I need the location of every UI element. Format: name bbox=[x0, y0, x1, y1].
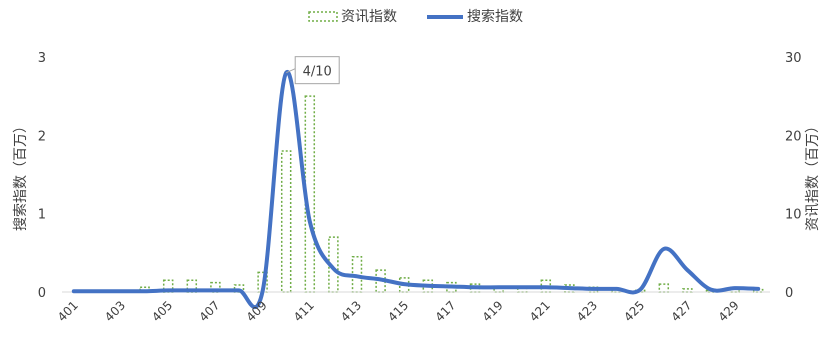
annotation: 4/10 bbox=[285, 56, 340, 85]
x-tick-label: 411 bbox=[291, 298, 317, 324]
x-tick-label: 421 bbox=[527, 298, 553, 324]
y-right-tick-label: 10 bbox=[785, 208, 802, 223]
x-tick-label: 425 bbox=[621, 298, 647, 324]
x-tick-labels: 401 403 405 407 409 411 413 415 417 419 421 423 425 4… bbox=[55, 298, 742, 324]
x-tick-label: 401 bbox=[55, 298, 81, 324]
x-tick-label: 417 bbox=[432, 298, 458, 324]
y-left-axis-label: 搜索指数（百万） bbox=[12, 119, 29, 231]
news-index-bar bbox=[280, 150, 292, 293]
x-tick-label: 413 bbox=[338, 298, 364, 324]
x-tick-label: 423 bbox=[574, 298, 600, 324]
y-left-tick-label: 1 bbox=[38, 208, 46, 223]
annotation-box bbox=[294, 56, 340, 85]
y-right-axis-label: 资讯指数（百万） bbox=[805, 119, 821, 231]
legend-label-news: 资讯指数 bbox=[341, 9, 397, 25]
y-left-ticks: 0 1 2 3 bbox=[38, 51, 46, 301]
y-left-tick-label: 3 bbox=[38, 51, 46, 66]
legend-swatch-news bbox=[308, 11, 338, 22]
x-tick-label: 405 bbox=[149, 298, 175, 324]
news-index-bars bbox=[115, 95, 764, 293]
x-tick-label: 429 bbox=[716, 298, 742, 324]
news-index-bar bbox=[375, 269, 386, 293]
y-left-tick-label: 0 bbox=[38, 286, 46, 301]
x-tick-label: 403 bbox=[102, 298, 128, 324]
annotation-label: 4/10 bbox=[303, 65, 332, 80]
y-left-tick-label: 2 bbox=[38, 129, 46, 144]
news-index-bar bbox=[210, 281, 221, 293]
search-index-line bbox=[71, 70, 761, 310]
annotation-pointer bbox=[285, 68, 296, 74]
y-right-tick-label: 20 bbox=[785, 129, 802, 144]
x-tick-label: 427 bbox=[668, 298, 694, 324]
y-right-tick-label: 30 bbox=[785, 51, 802, 66]
x-tick-label: 407 bbox=[196, 298, 222, 324]
x-tick-label: 419 bbox=[480, 298, 506, 324]
legend-label-search: 搜索指数 bbox=[467, 8, 523, 25]
x-tick-label: 415 bbox=[385, 298, 411, 324]
y-right-tick-label: 0 bbox=[785, 286, 793, 301]
y-right-ticks: 0 10 20 30 bbox=[785, 51, 802, 301]
news-index-bar bbox=[658, 283, 670, 293]
legend: 资讯指数 搜索指数 bbox=[308, 8, 523, 25]
